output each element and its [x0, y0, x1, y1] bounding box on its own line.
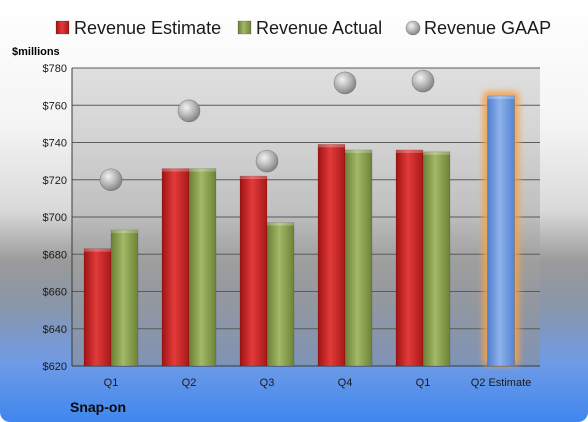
bar-cap [189, 168, 216, 172]
bar-cap [111, 230, 138, 234]
y-tick-label: $720 [43, 175, 67, 187]
bar-cap [84, 248, 111, 252]
bar-revenue-actual [266, 222, 295, 367]
gaap-marker [177, 99, 201, 123]
bar-q2-estimate [487, 95, 515, 367]
gaap-marker [255, 149, 279, 173]
bar-revenue-estimate [161, 168, 190, 367]
bar-revenue-actual [110, 229, 139, 367]
y-tick-label: $620 [43, 361, 67, 373]
y-tick-label: $640 [43, 324, 67, 336]
legend: Revenue Estimate Revenue Actual Revenue GA… [55, 18, 551, 38]
legend-label: Revenue GAAP [424, 18, 551, 38]
bar-revenue-estimate [395, 149, 424, 367]
legend-label: Revenue Estimate [74, 18, 221, 38]
x-tick-label: Q1 [104, 377, 119, 389]
x-tick-label: Q2 Estimate [471, 377, 532, 389]
x-tick-label: Q2 [182, 377, 197, 389]
y-tick-label: $780 [43, 63, 67, 75]
bar-revenue-actual [188, 168, 217, 367]
legend-swatch-revenue-actual [237, 20, 252, 35]
gaap-markers [99, 69, 435, 192]
legend-swatch-revenue-estimate [55, 20, 70, 35]
legend-label: Revenue Actual [256, 18, 382, 38]
bar-revenue-actual [344, 149, 373, 367]
bar-revenue-estimate [317, 144, 346, 367]
bars [83, 90, 520, 367]
x-tick-label: Q3 [260, 377, 275, 389]
x-tick-label: Q1 [416, 377, 431, 389]
gaap-marker [333, 71, 357, 95]
y-tick-label: $700 [43, 212, 67, 224]
bar-cap [318, 144, 345, 148]
bar-revenue-estimate [239, 175, 268, 367]
gaap-marker [411, 69, 435, 93]
y-tick-label: $680 [43, 249, 67, 261]
bar-cap [396, 149, 423, 153]
bar-revenue-estimate [83, 248, 112, 367]
x-tick-label: Q4 [338, 377, 353, 389]
bar-cap [345, 149, 372, 153]
x-axis: Q1 Q2 Q3 Q4 Q1 Q2 Estimate [104, 377, 532, 389]
bar-cap [267, 222, 294, 226]
bar-cap [487, 95, 515, 99]
y-tick-label: $760 [43, 100, 67, 112]
y-axis: $620 $640 $660 $680 $700 $720 $740 $760 $780 [43, 63, 540, 373]
legend-swatch-gaap [405, 20, 421, 36]
bar-revenue-actual [422, 151, 451, 367]
company-label: Snap-on [70, 399, 126, 415]
bar-cap [423, 151, 450, 155]
bar-cap [240, 176, 267, 180]
y-tick-label: $660 [43, 287, 67, 299]
bar-cap [162, 168, 189, 172]
y-tick-label: $740 [43, 138, 67, 150]
gaap-marker [99, 168, 123, 192]
unit-label: $millions [12, 46, 60, 58]
